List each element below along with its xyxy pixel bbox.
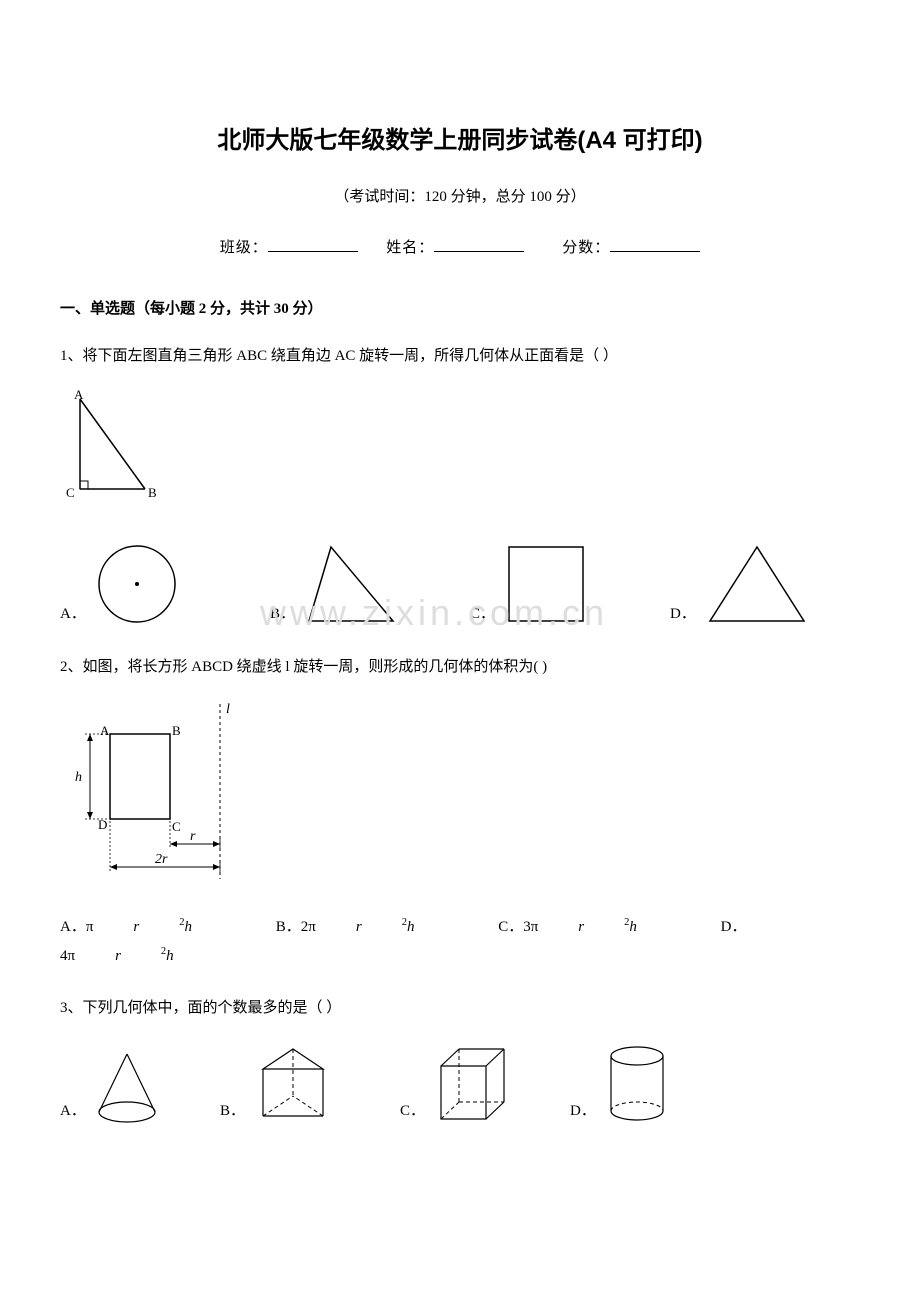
q3-option-A: A． [60,1046,190,1126]
q1-option-B: B． [270,539,440,629]
q2-option-C: C．3πr2h [498,919,677,935]
triangular-prism-icon [251,1041,341,1126]
q1-triangle-figure: A B C [60,389,860,509]
isoceles-triangle-icon [702,539,812,629]
doc-subtitle: （考试时间：120 分钟，总分 100 分） [60,185,860,206]
q3-optA-label: A． [60,1097,86,1126]
svg-text:C: C [66,485,75,500]
svg-text:A: A [74,389,84,402]
q3-option-C: C． [400,1041,540,1126]
doc-title: 北师大版七年级数学上册同步试卷(A4 可打印) [60,120,860,155]
question-1: 1、将下面左图直角三角形 ABC 绕直角边 AC 旋转一周，所得几何体从正面看是… [60,342,860,629]
q1-text: 1、将下面左图直角三角形 ABC 绕直角边 AC 旋转一周，所得几何体从正面看是… [60,342,860,371]
question-3: 3、下列几何体中，面的个数最多的是（ ） A． B． [60,994,860,1126]
q1-option-D: D． [670,539,812,629]
svg-text:A: A [100,723,110,738]
cone-icon [92,1046,162,1126]
triangle-right-lean-icon [301,539,401,629]
svg-text:C: C [172,819,181,834]
name-blank [434,238,524,252]
q3-options-row: A． B． C． [60,1041,860,1126]
q3-option-D: D． [570,1041,672,1126]
q3-option-B: B． [220,1041,370,1126]
q1-option-A: A． [60,539,240,629]
rectangle-rotation-icon: l A B C D h r [60,699,260,889]
q2-option-B: B．2πr2h [276,919,455,935]
q2-text: 2、如图，将长方形 ABCD 绕虚线 l 旋转一周，则形成的几何体的体积为( ) [60,653,860,682]
q1-optC-label: C． [470,600,495,629]
q3-optC-label: C． [400,1097,425,1126]
q3-text: 3、下列几何体中，面的个数最多的是（ ） [60,994,860,1023]
q3-optD-label: D． [570,1097,596,1126]
question-2: 2、如图，将长方形 ABCD 绕虚线 l 旋转一周，则形成的几何体的体积为( )… [60,653,860,971]
svg-text:r: r [190,829,196,844]
q1-optB-label: B． [270,600,295,629]
score-blank [610,238,700,252]
right-triangle-icon: A B C [60,389,170,509]
q3-optB-label: B． [220,1097,245,1126]
class-label: 班级： [220,240,268,256]
svg-text:l: l [226,702,230,717]
cuboid-icon [431,1041,516,1126]
svg-text:B: B [172,723,181,738]
q2-figure: l A B C D h r [60,699,860,889]
svg-text:B: B [148,485,157,500]
q1-optD-label: D． [670,600,696,629]
circle-dot-icon [92,539,182,629]
square-icon [501,539,591,629]
class-blank [268,238,358,252]
score-label: 分数： [562,240,610,256]
q2-option-A: A．πr2h [60,919,232,935]
q1-option-C: C． [470,539,640,629]
info-line: 班级： 姓名： 分数： [60,236,860,257]
name-label: 姓名： [386,240,434,256]
svg-text:h: h [75,770,82,785]
svg-text:2r: 2r [155,852,168,867]
q1-options-row: www.zixin.com.cn A． B． C． [60,539,860,629]
cylinder-icon [602,1041,672,1126]
q2-options: A．πr2h B．2πr2h C．3πr2h D．4πr2h [60,913,860,970]
section1-header: 一、单选题（每小题 2 分，共计 30 分） [60,297,860,318]
q1-optA-label: A． [60,600,86,629]
